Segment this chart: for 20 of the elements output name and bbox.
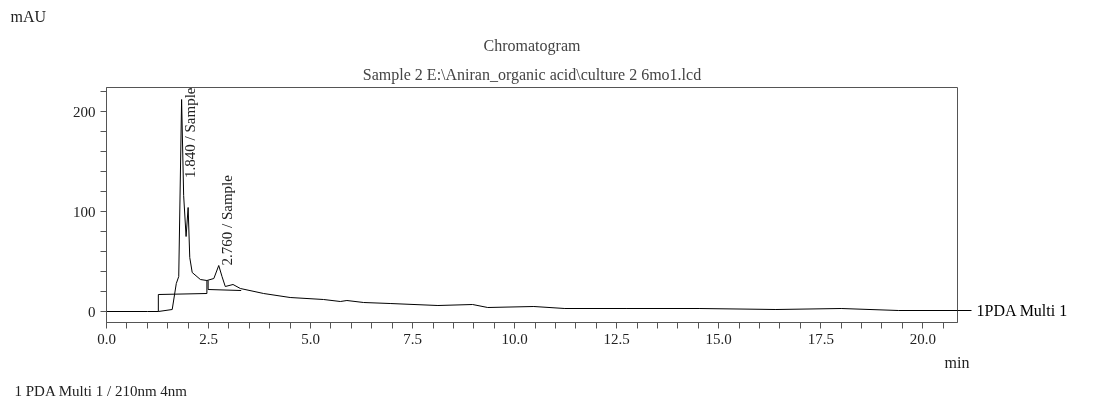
x-tick-label: 10.0: [501, 330, 528, 347]
chart-title: Chromatogram: [483, 36, 581, 55]
annotation: 1.840 / Sample: [181, 87, 198, 178]
x-tick-label: 7.5: [403, 330, 422, 347]
x-tick-label: 17.5: [807, 330, 834, 347]
chart-subtitle: Sample 2 E:\Aniran_organic acid\culture 2 6mo1.lcd: [362, 65, 702, 84]
x-axis-title: min: [944, 353, 970, 371]
x-tick-label: 20.0: [909, 330, 936, 347]
annotation: 2.760 / Sample: [219, 174, 236, 266]
x-tick-label: 0.0: [97, 330, 116, 347]
legend-label: 1PDA Multi 1: [976, 302, 1068, 319]
x-tick-label: 15.0: [705, 330, 732, 347]
y-tick-label: 200: [73, 103, 96, 120]
y-tick-label: 100: [73, 203, 96, 220]
text: 1 PDA Multi 1 / 210nm 4nm: [14, 382, 188, 399]
y-axis-title: mAU: [10, 7, 47, 25]
x-tick-label: 5.0: [301, 330, 320, 347]
x-tick-label: 2.5: [199, 330, 218, 347]
x-tick-label: 12.5: [603, 330, 630, 347]
y-tick-label: 0: [88, 303, 96, 320]
